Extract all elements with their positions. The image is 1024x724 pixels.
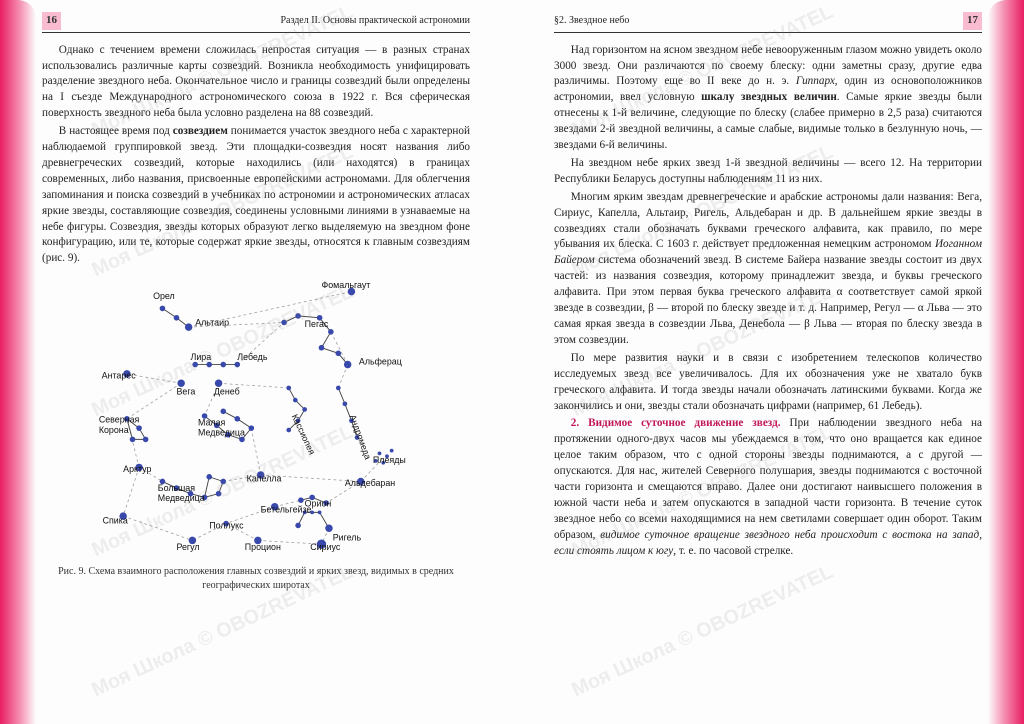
svg-text:Пегас: Пегас — [305, 319, 329, 329]
svg-text:Лира: Лира — [191, 352, 212, 362]
page-number-right: 17 — [963, 12, 982, 30]
page-right: §2. Звездное небо 17 Над горизонтом на я… — [512, 0, 1024, 724]
page-number-left: 16 — [42, 12, 61, 30]
svg-text:Медведица: Медведица — [198, 428, 245, 438]
svg-text:Процион: Процион — [245, 542, 281, 552]
svg-text:Поллукс: Поллукс — [209, 521, 244, 531]
right-para-3: Многим ярким звездам древнегреческие и а… — [554, 190, 982, 349]
svg-text:Лебедь: Лебедь — [237, 352, 268, 362]
svg-text:Медведица: Медведица — [158, 493, 205, 503]
svg-text:Антарес: Антарес — [102, 371, 137, 381]
left-para-2: В настоящее время под созвездием понимае… — [42, 124, 470, 267]
svg-text:Денеб: Денеб — [214, 387, 240, 397]
constellation-figure: Орел Альтаир Фомальгаут Лира Лебедь Пегас Альф… — [46, 271, 466, 561]
svg-text:Фомальгаут: Фомальгаут — [321, 280, 370, 290]
svg-text:Альдебаран: Альдебаран — [345, 478, 395, 488]
chapter-title-left: Раздел II. Основы практической астрономи… — [280, 14, 470, 28]
svg-text:Малая: Малая — [198, 418, 226, 428]
svg-text:Спика: Спика — [103, 516, 128, 526]
svg-text:Арктур: Арктур — [123, 464, 151, 474]
svg-text:Орел: Орел — [153, 291, 175, 301]
right-para-1: Над горизонтом на ясном звездном небе не… — [554, 43, 982, 154]
svg-text:Альтаир: Альтаир — [195, 318, 229, 328]
section-title-right: §2. Звездное небо — [554, 14, 629, 28]
svg-text:Большая: Большая — [158, 483, 195, 493]
svg-text:Бетельгейзе: Бетельгейзе — [261, 505, 312, 515]
svg-text:Кассиопея: Кассиопея — [290, 413, 317, 457]
svg-text:Андромеда: Андромеда — [348, 414, 373, 461]
svg-text:Северная: Северная — [99, 415, 140, 425]
running-head-left: 16 Раздел II. Основы практической астрон… — [42, 12, 470, 33]
svg-text:Регул: Регул — [176, 542, 199, 552]
book-spread: 16 Раздел II. Основы практической астрон… — [0, 0, 1024, 724]
page-left: 16 Раздел II. Основы практической астрон… — [0, 0, 512, 724]
left-para-1: Однако с течением времени сложилась непр… — [42, 43, 470, 123]
svg-text:Плеяды: Плеяды — [373, 455, 406, 465]
right-para-5: 2. Видимое суточное движение звезд. При … — [554, 416, 982, 559]
right-para-4: По мере развития науки и в связи с изобр… — [554, 351, 982, 415]
svg-text:Альферац: Альферац — [359, 357, 402, 367]
svg-text:Вега: Вега — [176, 387, 195, 397]
svg-text:Капелла: Капелла — [247, 474, 282, 484]
running-head-right: §2. Звездное небо 17 — [554, 12, 982, 33]
right-para-2: На звездном небе ярких звезд 1-й звездно… — [554, 156, 982, 188]
section-2-heading: 2. Видимое суточное движение звезд. — [571, 417, 781, 429]
svg-text:Сириус: Сириус — [310, 542, 341, 552]
constellation-svg: Орел Альтаир Фомальгаут Лира Лебедь Пегас Альф… — [46, 271, 466, 561]
figure-caption: Рис. 9. Схема взаимного расположения гла… — [42, 565, 470, 593]
svg-text:Корона: Корона — [99, 425, 129, 435]
